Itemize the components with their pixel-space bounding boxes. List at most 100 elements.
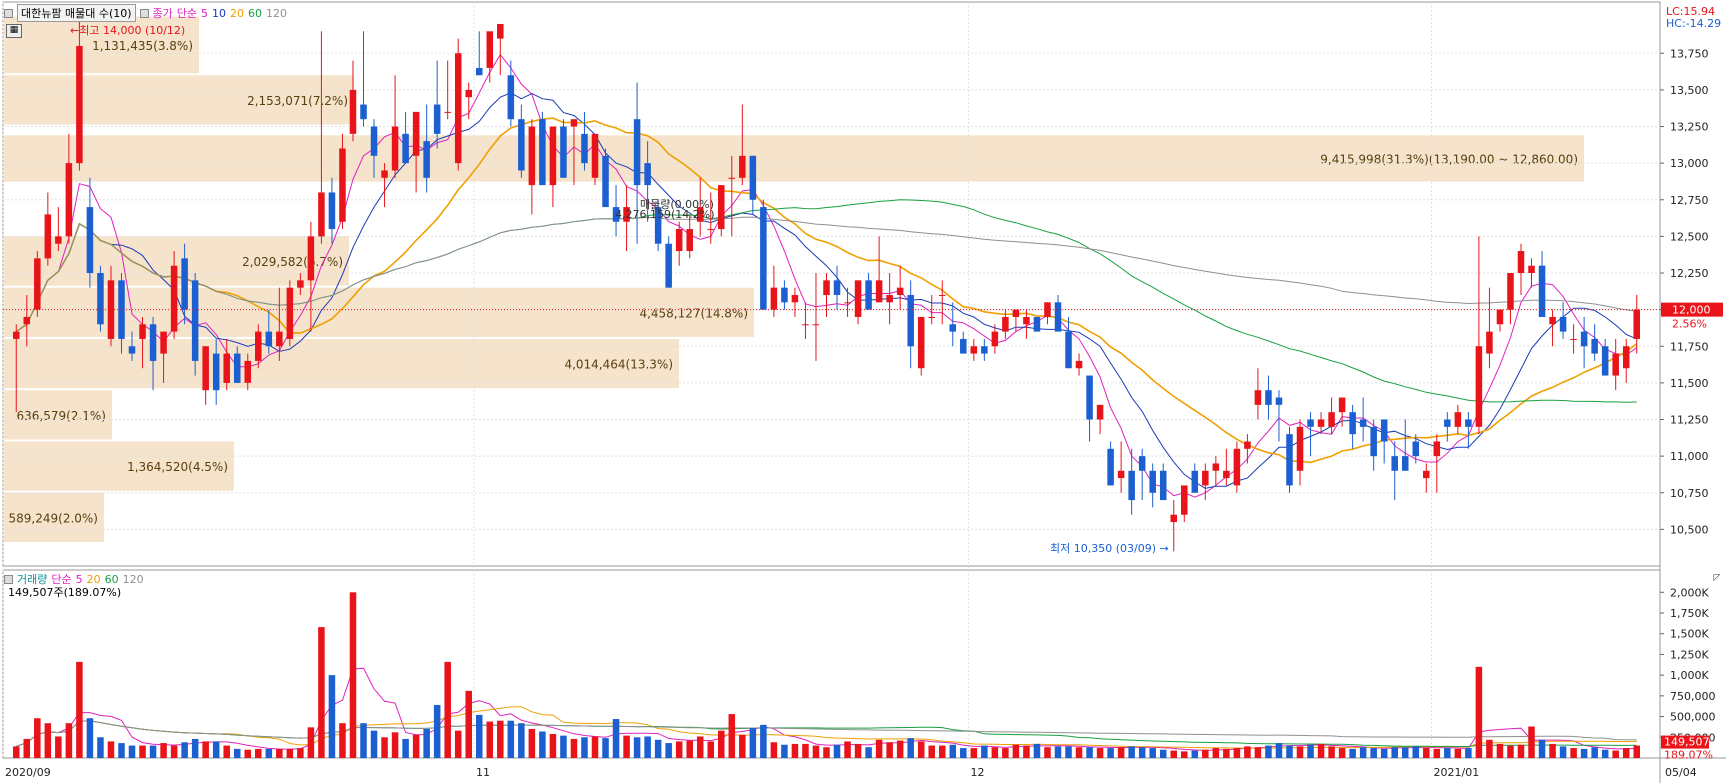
volume-bar xyxy=(1181,751,1188,758)
volume-bar xyxy=(739,734,746,758)
candle xyxy=(381,163,388,208)
volume-profile-band xyxy=(4,492,104,543)
candle-body xyxy=(1559,316,1567,332)
volume-bar xyxy=(1002,748,1009,758)
candle xyxy=(181,243,188,325)
candle xyxy=(465,82,472,120)
ma20-line xyxy=(15,117,1638,464)
candle-body xyxy=(696,207,704,222)
candle-body xyxy=(34,258,41,310)
collapse-icon[interactable]: ◸ xyxy=(1713,573,1721,583)
volume-bar xyxy=(728,714,736,758)
candle xyxy=(1138,448,1146,501)
legend-toggle-icon[interactable] xyxy=(4,8,13,18)
legend-toggle-icon[interactable] xyxy=(4,574,13,584)
candle-body xyxy=(1065,331,1072,369)
candle-body xyxy=(465,89,472,98)
volume-bar xyxy=(1444,748,1451,758)
candle xyxy=(1496,309,1504,332)
candle xyxy=(823,273,830,317)
candle xyxy=(118,273,125,354)
volume-bar xyxy=(623,735,630,758)
volume-profile: 1,131,435(3.8%) 2,153,071(7.2%) 9,415,998(… xyxy=(4,16,1584,543)
candle xyxy=(1307,412,1314,457)
volume-ma60-line xyxy=(16,720,1637,747)
candle-body xyxy=(518,119,525,171)
candle xyxy=(55,207,62,252)
candle-body xyxy=(1412,441,1420,457)
candle-body xyxy=(118,280,125,339)
candle-body xyxy=(770,287,778,310)
volume-bar xyxy=(1065,746,1072,758)
candle-body xyxy=(454,53,462,164)
price-tick-label: 11,500 xyxy=(1670,377,1709,390)
volume-bar xyxy=(34,718,41,758)
volume-profile-band xyxy=(4,135,1584,182)
candle-body xyxy=(1359,419,1367,427)
volume-bar xyxy=(844,741,851,758)
candle xyxy=(76,16,83,171)
volume-bar xyxy=(244,749,252,758)
volume-bar xyxy=(444,661,451,758)
volume-tick-label: 1,500K xyxy=(1670,628,1709,641)
candle-body xyxy=(686,229,693,252)
hc-readout: HC:-14.29 xyxy=(1666,17,1722,30)
volume-bar xyxy=(1149,748,1156,758)
volume-title[interactable]: 거래량 xyxy=(17,573,48,586)
candle xyxy=(833,265,841,310)
vma20-label: 20 xyxy=(86,572,101,586)
candle xyxy=(802,302,809,339)
candle xyxy=(739,104,746,186)
candle-body xyxy=(1517,251,1525,274)
volume-bar xyxy=(938,745,946,758)
volume-profile-label: 636,579(2.1%) xyxy=(17,409,106,423)
volume-profile-band xyxy=(4,441,234,491)
candle xyxy=(1023,309,1030,339)
volume-bar xyxy=(1538,739,1546,758)
candle xyxy=(318,31,325,244)
candle-body xyxy=(149,324,157,361)
candle-body xyxy=(591,133,599,178)
candle xyxy=(1254,368,1262,420)
candle xyxy=(549,126,557,208)
candle xyxy=(1096,404,1104,435)
volume-bar xyxy=(1117,747,1125,758)
candle-body xyxy=(1338,397,1346,413)
low-annotation: 최저 10,350 (03/09) → xyxy=(1050,542,1169,555)
price-tick-label: 10,750 xyxy=(1670,487,1709,500)
volume-bar xyxy=(212,741,220,758)
volume-bar xyxy=(170,745,178,758)
volume-bar xyxy=(644,736,651,758)
volume-bar xyxy=(149,745,157,758)
candle xyxy=(139,316,146,369)
candle-body xyxy=(1465,419,1472,427)
candle xyxy=(1412,434,1420,464)
volume-profile-band xyxy=(4,75,354,125)
candle-body xyxy=(276,331,283,347)
candle-body xyxy=(1212,463,1220,471)
legend-toggle-icon[interactable] xyxy=(139,8,149,18)
candle xyxy=(791,287,799,317)
chart-title[interactable]: 대한뉴팜 매물대 수(10) xyxy=(17,4,136,22)
candle xyxy=(1359,397,1367,442)
volume-bar xyxy=(1465,748,1472,758)
volume-bar xyxy=(160,743,167,758)
price-tick-label: 12,250 xyxy=(1670,267,1709,280)
volume-bar xyxy=(1559,746,1567,758)
candle-body xyxy=(938,294,946,296)
price-tick-label: 12,750 xyxy=(1670,194,1709,207)
volume-bar xyxy=(591,736,599,758)
candle-body xyxy=(265,331,273,347)
candle-body xyxy=(128,346,136,354)
volume-bar xyxy=(1159,749,1167,758)
volume-bar xyxy=(633,737,641,758)
volume-bar xyxy=(1380,748,1388,758)
volume-bar xyxy=(423,729,430,758)
candle-body xyxy=(1170,514,1178,523)
chart-settings-icon[interactable]: ▦ xyxy=(6,24,22,38)
candle xyxy=(991,324,999,354)
volume-bar xyxy=(1359,747,1367,758)
candle xyxy=(233,346,241,383)
